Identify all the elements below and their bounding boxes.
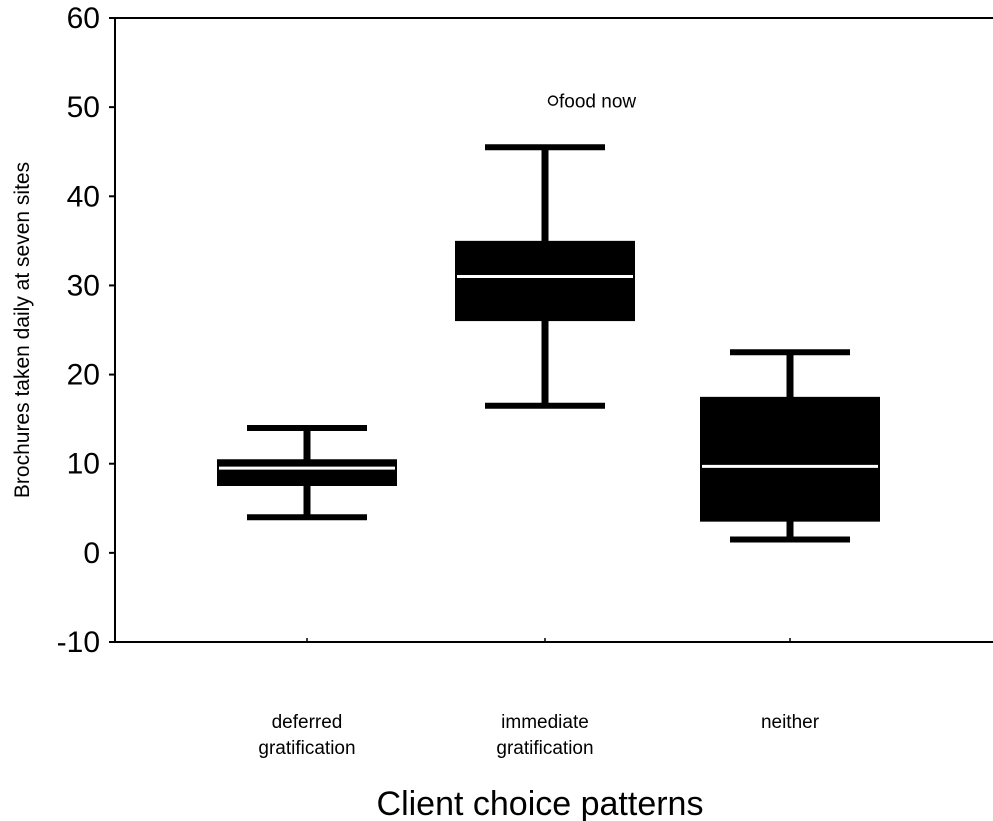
x-category-label-line: deferred	[272, 712, 343, 733]
box-1	[217, 425, 397, 521]
box-series	[217, 144, 880, 543]
y-tick-label: 40	[67, 180, 100, 213]
y-tick-label: 10	[67, 448, 100, 481]
y-axis-title: Brochures taken daily at seven sites	[11, 162, 34, 498]
y-tick-label: 20	[67, 359, 100, 392]
y-tick-label: -10	[57, 626, 100, 659]
outlier-points: food now	[547, 92, 636, 113]
x-category-label: immediate gratification	[496, 712, 593, 759]
x-category-label-line: gratification	[496, 738, 593, 759]
x-category-label: deferred gratification	[258, 712, 355, 759]
outlier-point	[547, 95, 559, 106]
x-category-labels: deferred gratification immediate gratificat…	[258, 638, 820, 759]
x-category-label: neither	[761, 712, 820, 733]
x-category-label-line: immediate	[501, 712, 589, 733]
box-iqr	[700, 396, 880, 522]
box-3	[700, 349, 880, 543]
y-tick-label: 60	[67, 2, 100, 35]
y-axis-ticks: -10 0 10 20 30 40 50 60	[57, 2, 115, 659]
x-category-label-line: gratification	[258, 738, 355, 759]
x-axis-title: Client choice patterns	[377, 785, 704, 821]
axes	[114, 17, 993, 643]
y-tick-label: 30	[67, 269, 100, 302]
y-tick-label: 50	[67, 91, 100, 124]
box-iqr	[217, 459, 397, 486]
y-tick-label: 0	[83, 537, 100, 570]
box-iqr	[455, 240, 635, 322]
box-2	[455, 144, 635, 409]
outlier-label: food now	[559, 92, 636, 113]
x-category-label-line: neither	[761, 712, 820, 733]
